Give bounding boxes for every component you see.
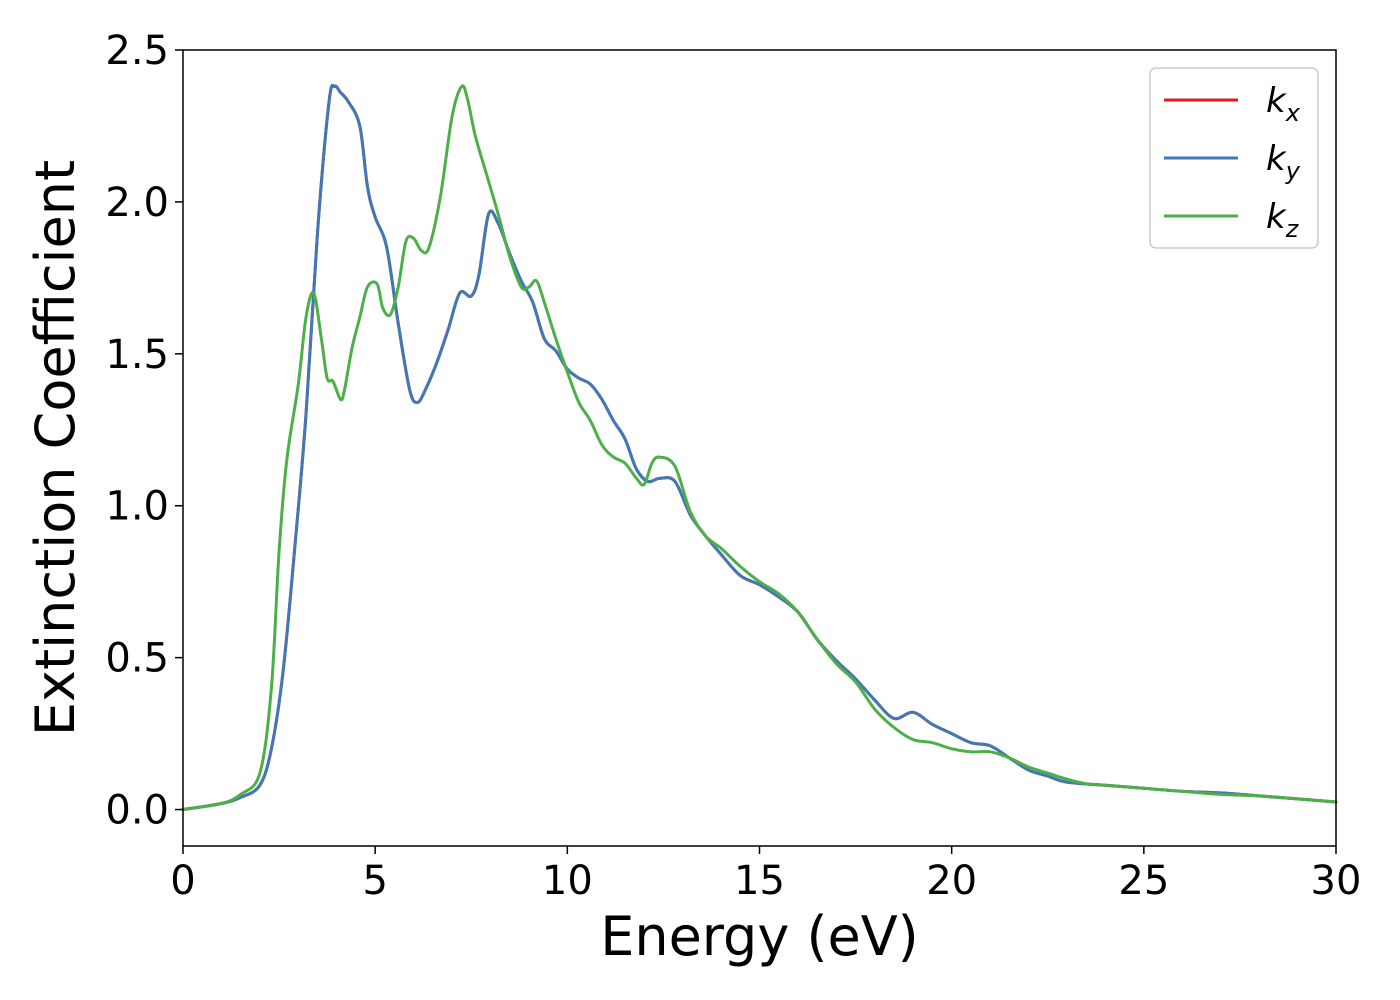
legend-label-x: kx	[1266, 81, 1301, 127]
plot-area-background	[183, 50, 1336, 846]
series-line-y	[181, 84, 1338, 812]
legend: kx ky kz	[1149, 67, 1319, 249]
series-layer	[181, 84, 1338, 812]
x-axis-ticks: 0 5 10 15 20 25 30	[170, 846, 1361, 904]
x-tick-label: 5	[362, 858, 387, 904]
y-tick-label: 0.5	[105, 636, 169, 682]
y-axis-ticks: 0.0 0.5 1.0 1.5 2.0 2.5	[105, 28, 183, 834]
y-tick-label: 1.0	[105, 484, 169, 530]
y-tick-label: 0.0	[105, 788, 169, 834]
x-tick-label: 25	[1118, 858, 1169, 904]
x-tick-label: 20	[926, 858, 977, 904]
x-tick-label: 15	[734, 858, 785, 904]
y-tick-label: 2.5	[105, 28, 169, 74]
x-tick-label: 10	[542, 858, 593, 904]
x-tick-label: 30	[1311, 858, 1362, 904]
y-axis-label: Extinction Coefficient	[24, 160, 87, 736]
x-axis-label: Energy (eV)	[600, 905, 919, 968]
legend-label-z: kz	[1266, 197, 1300, 243]
legend-label-y: ky	[1266, 139, 1301, 185]
series-line-z	[181, 84, 1338, 812]
y-tick-label: 1.5	[105, 332, 169, 378]
legend-items: kx ky kz	[1164, 81, 1301, 243]
y-tick-label: 2.0	[105, 180, 169, 226]
x-tick-label: 0	[170, 858, 195, 904]
